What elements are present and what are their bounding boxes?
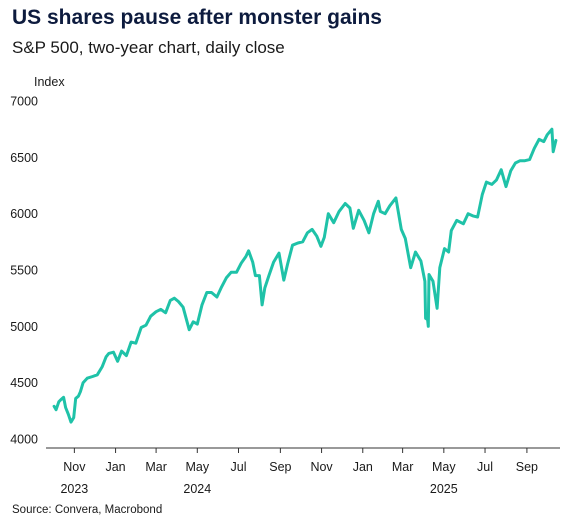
y-axis: 4000 4500 5000 5500 6000 6500 7000 [10, 95, 38, 447]
y-tick-label: 7000 [10, 95, 38, 109]
y-tick-label: 6500 [10, 151, 38, 165]
x-tick-label: May [432, 460, 456, 474]
y-tick-label: 5500 [10, 264, 38, 278]
chart-subtitle: S&P 500, two-year chart, daily close [12, 38, 285, 57]
x-year-label: 2023 [60, 482, 88, 496]
x-year-label: 2025 [430, 482, 458, 496]
x-year-label: 2024 [183, 482, 211, 496]
y-axis-label: Index [34, 75, 65, 89]
y-tick-label: 6000 [10, 207, 38, 221]
x-tick-label: Sep [269, 460, 291, 474]
series-layer [52, 127, 558, 424]
x-tick-label: Jul [477, 460, 493, 474]
sp500-series-line [52, 127, 558, 424]
x-tick-label: Jan [353, 460, 373, 474]
y-tick-label: 5000 [10, 320, 38, 334]
x-tick-label: May [185, 460, 209, 474]
y-tick-label: 4000 [10, 433, 38, 447]
x-tick-label: Jan [105, 460, 125, 474]
source-note: Source: Convera, Macrobond [12, 504, 163, 516]
x-tick-label: Jul [231, 460, 247, 474]
x-tick-label: Nov [310, 460, 333, 474]
y-tick-label: 4500 [10, 376, 38, 390]
x-tick-label: Nov [63, 460, 86, 474]
x-axis: Nov Jan Mar May Jul Sep Nov Jan Mar May Jul Sep 2023… [46, 447, 560, 496]
x-tick-label: Mar [392, 460, 414, 474]
chart-title: US shares pause after monster gains [12, 6, 382, 29]
x-tick-label: Mar [145, 460, 167, 474]
x-tick-label: Sep [516, 460, 538, 474]
